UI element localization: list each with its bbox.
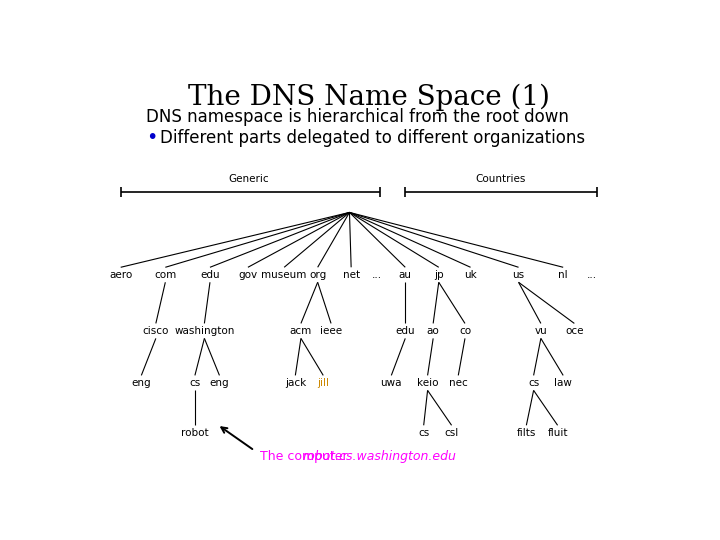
Text: eng: eng	[132, 378, 151, 388]
Text: vu: vu	[534, 326, 547, 336]
Text: jack: jack	[284, 378, 306, 388]
Text: acm: acm	[289, 326, 312, 336]
Text: Different parts delegated to different organizations: Different parts delegated to different o…	[160, 129, 585, 146]
Text: eng: eng	[210, 378, 229, 388]
Text: csl: csl	[444, 428, 459, 438]
Text: uk: uk	[464, 270, 477, 280]
Text: us: us	[513, 270, 525, 280]
Text: nec: nec	[449, 378, 468, 388]
Text: Generic: Generic	[229, 174, 269, 184]
Text: edu: edu	[200, 270, 220, 280]
Text: ...: ...	[372, 270, 382, 280]
Text: aero: aero	[109, 270, 132, 280]
Text: oce: oce	[565, 326, 584, 336]
Text: gov: gov	[238, 270, 258, 280]
Text: cs: cs	[528, 378, 539, 388]
Text: ...: ...	[587, 270, 598, 280]
Text: keio: keio	[417, 378, 438, 388]
Text: uwa: uwa	[381, 378, 402, 388]
Text: cs: cs	[189, 378, 201, 388]
Text: net: net	[343, 270, 360, 280]
Text: ieee: ieee	[320, 326, 342, 336]
Text: nl: nl	[559, 270, 568, 280]
Text: ao: ao	[427, 326, 439, 336]
Text: The DNS Name Space (1): The DNS Name Space (1)	[188, 84, 550, 111]
Text: co: co	[459, 326, 471, 336]
Text: com: com	[154, 270, 176, 280]
Text: org: org	[309, 270, 326, 280]
Text: cisco: cisco	[143, 326, 169, 336]
Text: edu: edu	[395, 326, 415, 336]
Text: cs: cs	[418, 428, 429, 438]
Text: fluit: fluit	[547, 428, 568, 438]
Text: museum: museum	[261, 270, 307, 280]
Text: robot.cs.washington.edu: robot.cs.washington.edu	[302, 450, 456, 463]
Text: filts: filts	[517, 428, 536, 438]
Text: •: •	[145, 128, 157, 147]
Text: robot: robot	[181, 428, 209, 438]
Text: au: au	[399, 270, 412, 280]
Text: Countries: Countries	[475, 174, 526, 184]
Text: law: law	[554, 378, 572, 388]
Text: jp: jp	[434, 270, 444, 280]
Text: DNS namespace is hierarchical from the root down: DNS namespace is hierarchical from the r…	[145, 108, 569, 126]
Text: jill: jill	[318, 378, 329, 388]
Text: The computer: The computer	[260, 450, 352, 463]
Text: washington: washington	[174, 326, 235, 336]
